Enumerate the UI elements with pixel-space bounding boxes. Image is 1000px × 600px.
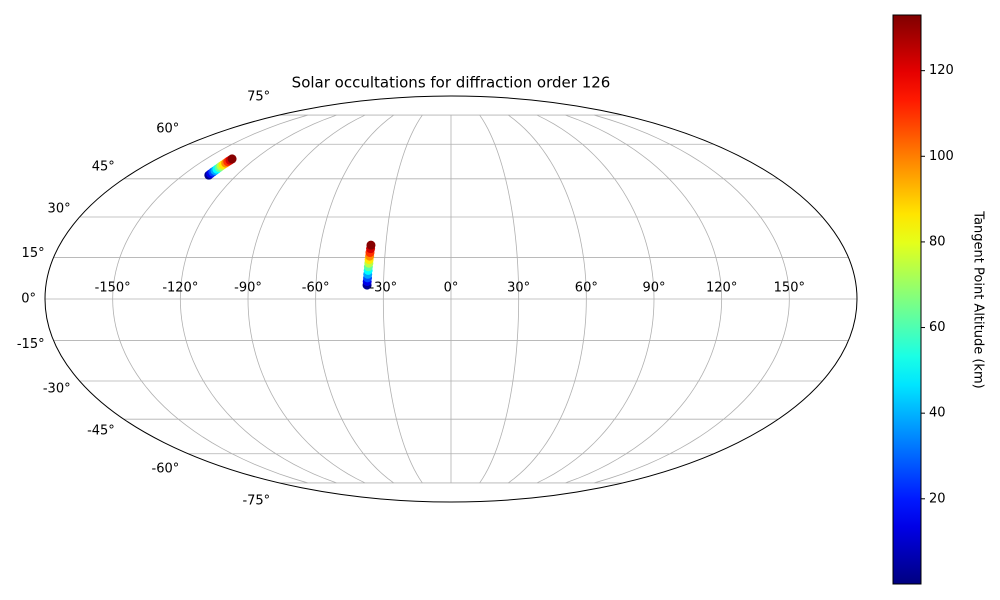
x-tick-label: 60° [575, 281, 598, 296]
x-tick-label: -60° [302, 281, 330, 296]
colorbar-label: Tangent Point Altitude (km) [971, 210, 986, 388]
x-tick-label: -90° [234, 281, 262, 296]
colorbar-tick-label: 120 [929, 63, 954, 78]
occultation-point [227, 154, 237, 164]
y-tick-label: 60° [156, 121, 179, 136]
y-tick-label: 45° [92, 159, 115, 174]
colorbar-tick-label: 80 [929, 234, 946, 249]
colorbar-tick-label: 60 [929, 320, 946, 335]
map-boundary [44, 95, 858, 503]
y-tick-label: -30° [43, 382, 71, 397]
x-tick-label: 30° [507, 281, 530, 296]
colorbar-tick-label: 20 [929, 491, 946, 506]
y-tick-label: -45° [87, 424, 115, 439]
x-tick-label: -120° [162, 281, 198, 296]
x-tick-label: 120° [706, 281, 737, 296]
y-tick-label: 0° [21, 292, 36, 307]
colorbar-tick-label: 40 [929, 406, 946, 421]
colorbar [892, 14, 922, 585]
y-tick-label: 30° [48, 201, 71, 216]
y-tick-label: -15° [17, 337, 45, 352]
colorbar-tick-label: 100 [929, 149, 954, 164]
y-tick-label: -75° [242, 494, 270, 509]
y-tick-label: 75° [247, 89, 270, 104]
y-tick-label: 15° [22, 246, 45, 261]
x-tick-label: 0° [444, 281, 459, 296]
x-tick-label: -30° [369, 281, 397, 296]
x-tick-label: 150° [774, 281, 805, 296]
x-tick-label: 90° [642, 281, 665, 296]
chart-title: Solar occultations for diffraction order… [292, 74, 611, 92]
x-tick-label: -150° [95, 281, 131, 296]
y-tick-label: -60° [152, 462, 180, 477]
occultation-point [366, 240, 376, 250]
